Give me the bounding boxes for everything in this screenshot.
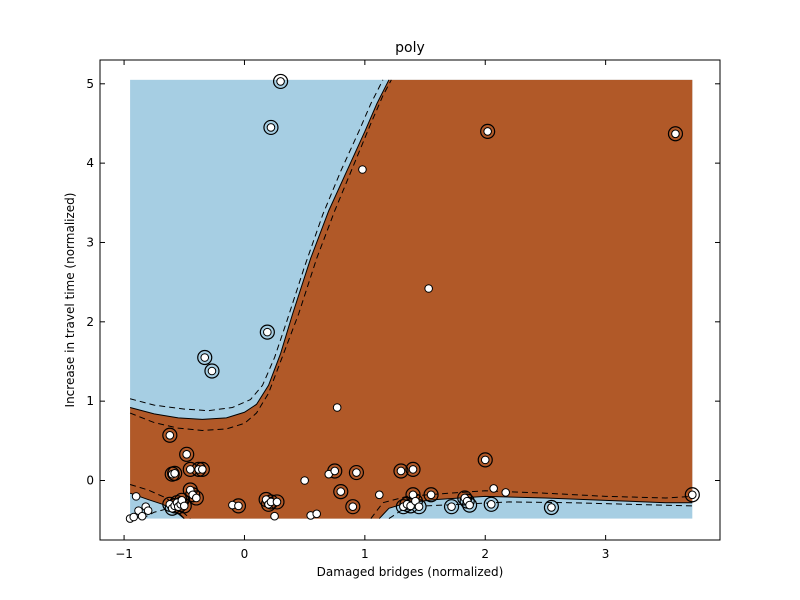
margin-line [129, 79, 384, 412]
support-vector-ring [167, 465, 183, 481]
data-point [688, 490, 697, 500]
y-tick-label: 0 [86, 473, 94, 487]
data-point [207, 366, 217, 376]
support-vector-ring [188, 490, 204, 506]
data-point [300, 476, 309, 485]
data-point [234, 501, 243, 511]
data-point [179, 501, 189, 511]
data-point [671, 129, 680, 139]
support-vector-ring [162, 427, 178, 443]
data-point [263, 327, 272, 337]
data-point [129, 512, 139, 522]
support-vector-ring [480, 123, 496, 140]
x-tick-label: 3 [602, 547, 610, 561]
support-vector-ring [197, 349, 213, 366]
data-point [547, 503, 556, 512]
support-vector-ring [667, 126, 684, 142]
support-vector-ring [684, 487, 700, 503]
y-tick-label: 5 [86, 77, 94, 91]
support-vector-ring [263, 119, 279, 136]
data-point [414, 502, 424, 511]
data-point [486, 499, 496, 509]
data-point [501, 488, 511, 497]
support-vector-ring [333, 484, 349, 500]
data-point [465, 500, 474, 510]
data-point [170, 469, 179, 478]
data-point [266, 123, 276, 132]
data-point [137, 511, 147, 521]
data-point [352, 468, 361, 477]
margin-line [370, 490, 693, 519]
data-point [480, 455, 490, 465]
support-vector-ring [345, 499, 361, 515]
support-vector-ring [272, 73, 289, 90]
decision-boundary-line [129, 79, 390, 420]
support-vector-ring [477, 452, 493, 468]
support-vector-ring [393, 463, 409, 479]
margin-line [388, 501, 693, 519]
support-vector-ring [259, 324, 275, 340]
support-vector-ring [483, 496, 499, 512]
margin-line [141, 508, 185, 520]
data-point [200, 353, 210, 362]
support-vector-ring [423, 487, 439, 503]
support-vector-ring [543, 499, 560, 516]
plot-area [125, 73, 700, 523]
data-point [276, 77, 285, 86]
axes-frame [99, 59, 721, 541]
x-tick-label: 1 [361, 547, 369, 561]
data-point [489, 484, 498, 493]
data-point [192, 493, 201, 503]
data-point [312, 509, 321, 519]
data-point [348, 502, 358, 511]
y-tick-label: 1 [86, 394, 94, 408]
data-point [483, 127, 492, 136]
y-tick-label: 3 [86, 235, 94, 249]
axis-ticks: −1 0 1 2 3 0 1 2 3 4 5 [86, 60, 720, 561]
support-vector-ring [204, 363, 220, 379]
data-point [185, 465, 195, 474]
chart-title: poly [395, 40, 425, 56]
data-point [358, 165, 367, 174]
data-point [270, 511, 279, 521]
data-point [272, 497, 282, 507]
data-point [330, 466, 340, 476]
y-tick-label: 4 [86, 156, 94, 170]
x-tick-label: 2 [481, 547, 489, 561]
region-class-b [130, 79, 693, 519]
data-point [375, 490, 384, 500]
data-point [143, 506, 153, 515]
data-point [396, 466, 406, 476]
margin-line [129, 483, 191, 519]
data-point [424, 284, 433, 293]
data-point [165, 430, 175, 440]
x-axis-label: Damaged bridges (normalized) [317, 565, 504, 579]
support-vector-ring [348, 464, 365, 481]
y-tick-label: 2 [86, 315, 94, 329]
data-point [408, 465, 418, 474]
data-point [198, 465, 207, 474]
decision-boundary-lower-right [378, 495, 693, 519]
data-point [447, 502, 456, 511]
data-point [332, 403, 342, 412]
data-point [182, 450, 191, 459]
support-vector-ring [179, 446, 195, 462]
y-axis-label: Increase in travel time (normalized) [63, 193, 77, 408]
support-vector-ring [443, 499, 460, 515]
data-point [336, 487, 346, 496]
support-vector-ring [405, 461, 421, 477]
x-tick-label: −1 [115, 547, 133, 561]
data-point [426, 490, 436, 500]
margin-line [129, 79, 392, 432]
x-tick-label: 0 [241, 547, 249, 561]
data-point [131, 492, 141, 501]
